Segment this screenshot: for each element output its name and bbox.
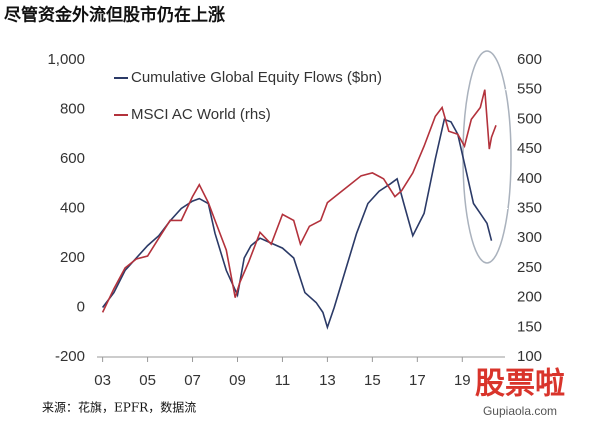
y2-tick-label: 250 — [517, 259, 542, 276]
x-tick-label: 07 — [184, 372, 201, 389]
y-tick-label: 800 — [60, 100, 85, 117]
y-tick-label: 600 — [60, 150, 85, 167]
x-tick-label: 15 — [364, 372, 381, 389]
x-tick-label: 09 — [229, 372, 246, 389]
y2-tick-label: 350 — [517, 199, 542, 216]
y2-tick-label: 400 — [517, 170, 542, 187]
x-tick-label: 19 — [454, 372, 471, 389]
source: 来源：花旗，EPFR，数据流 — [42, 400, 196, 415]
series-line — [101, 89, 497, 313]
y2-tick-label: 500 — [517, 110, 542, 127]
y2-tick-label: 100 — [517, 348, 542, 365]
legend-label: MSCI AC World (rhs) — [131, 106, 271, 123]
watermark-brand: 股票啦 — [475, 367, 565, 402]
x-tick-label: 17 — [409, 372, 426, 389]
x-tick-label: 13 — [319, 372, 336, 389]
y2-tick-label: 450 — [517, 140, 542, 157]
watermark-site: Gupiaola.com — [483, 404, 557, 418]
y2-tick-label: 150 — [517, 318, 542, 335]
y-tick-label: 200 — [60, 249, 85, 266]
y-tick-label: 0 — [77, 298, 85, 315]
series-line — [101, 118, 493, 330]
y-tick-label: 1,000 — [47, 51, 85, 68]
y2-tick-label: 200 — [517, 289, 542, 306]
y2-tick-label: 550 — [517, 81, 542, 98]
y-tick-label: 400 — [60, 199, 85, 216]
legend-label: Cumulative Global Equity Flows ($bn) — [131, 69, 382, 86]
highlight-ellipse — [462, 50, 512, 264]
x-tick-label: 05 — [139, 372, 156, 389]
y-tick-label: -200 — [55, 348, 85, 365]
x-tick-label: 03 — [94, 372, 111, 389]
chart-title: 尽管资金外流但股市仍在上涨 — [4, 5, 225, 26]
y2-tick-label: 600 — [517, 51, 542, 68]
x-tick-label: 11 — [275, 372, 291, 389]
y2-tick-label: 300 — [517, 229, 542, 246]
